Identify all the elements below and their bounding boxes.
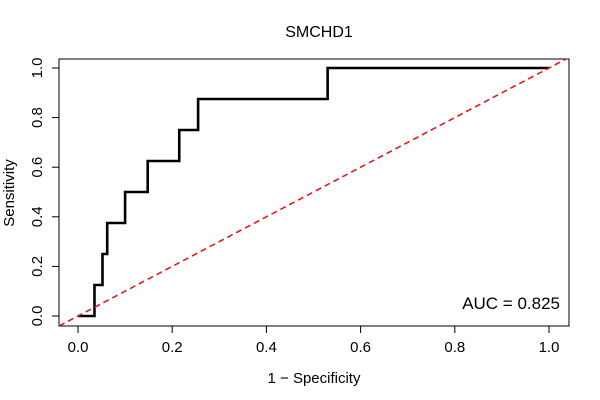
x-tick-label: 0.2 xyxy=(162,339,183,356)
chart-title: SMCHD1 xyxy=(285,24,353,41)
y-axis-title: Sensitivity xyxy=(1,159,18,227)
x-tick-label: 0.6 xyxy=(350,339,371,356)
reference-diagonal-line xyxy=(59,59,568,326)
y-tick-label: 0.0 xyxy=(29,306,46,327)
x-tick-label: 1.0 xyxy=(539,339,560,356)
y-tick-label: 0.4 xyxy=(29,206,46,227)
x-tick-label: 0.8 xyxy=(444,339,465,356)
y-tick-label: 0.2 xyxy=(29,256,46,277)
roc-curve-line xyxy=(78,66,549,318)
plot-lines xyxy=(59,59,568,326)
x-tick-label: 0.4 xyxy=(256,339,277,356)
y-tick-label: 0.8 xyxy=(29,107,46,128)
y-tick-label: 1.0 xyxy=(29,58,46,79)
x-axis-title: 1 − Specificity xyxy=(268,370,361,387)
x-axis: 0.0 0.2 0.4 0.6 0.8 1.0 xyxy=(68,325,560,356)
x-tick-label: 0.0 xyxy=(68,339,89,356)
y-axis: 0.0 0.2 0.4 0.6 0.8 1.0 xyxy=(29,58,60,327)
y-tick-label: 0.6 xyxy=(29,157,46,178)
auc-annotation: AUC = 0.825 xyxy=(462,294,560,313)
